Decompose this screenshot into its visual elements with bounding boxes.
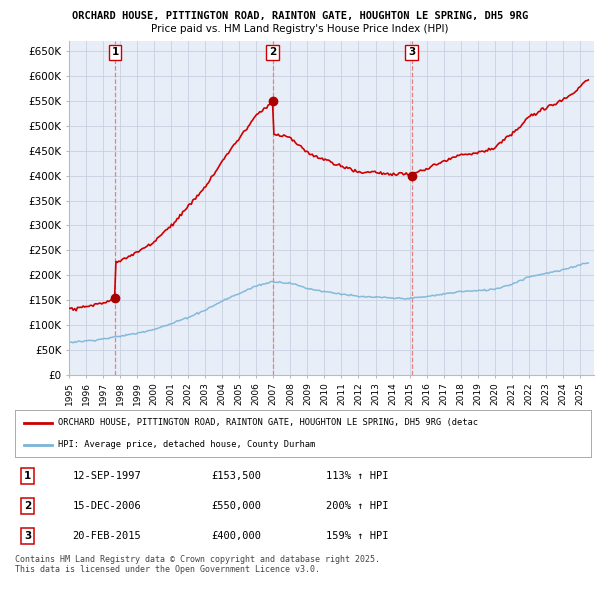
Text: 1: 1	[24, 471, 31, 481]
Text: 12-SEP-1997: 12-SEP-1997	[73, 471, 142, 481]
Text: 3: 3	[408, 47, 415, 57]
Text: £153,500: £153,500	[211, 471, 261, 481]
Text: Contains HM Land Registry data © Crown copyright and database right 2025.
This d: Contains HM Land Registry data © Crown c…	[15, 555, 380, 574]
Text: 1: 1	[112, 47, 119, 57]
Text: 113% ↑ HPI: 113% ↑ HPI	[326, 471, 389, 481]
Text: 3: 3	[24, 531, 31, 541]
Text: 2: 2	[269, 47, 276, 57]
Text: ORCHARD HOUSE, PITTINGTON ROAD, RAINTON GATE, HOUGHTON LE SPRING, DH5 9RG: ORCHARD HOUSE, PITTINGTON ROAD, RAINTON …	[72, 11, 528, 21]
Text: 20-FEB-2015: 20-FEB-2015	[73, 531, 142, 541]
Text: £550,000: £550,000	[211, 501, 261, 511]
Text: HPI: Average price, detached house, County Durham: HPI: Average price, detached house, Coun…	[58, 440, 316, 449]
Text: £400,000: £400,000	[211, 531, 261, 541]
Text: 200% ↑ HPI: 200% ↑ HPI	[326, 501, 389, 511]
Text: Price paid vs. HM Land Registry's House Price Index (HPI): Price paid vs. HM Land Registry's House …	[151, 24, 449, 34]
Text: 2: 2	[24, 501, 31, 511]
Text: 159% ↑ HPI: 159% ↑ HPI	[326, 531, 389, 541]
Text: 15-DEC-2006: 15-DEC-2006	[73, 501, 142, 511]
Text: ORCHARD HOUSE, PITTINGTON ROAD, RAINTON GATE, HOUGHTON LE SPRING, DH5 9RG (detac: ORCHARD HOUSE, PITTINGTON ROAD, RAINTON …	[58, 418, 478, 427]
